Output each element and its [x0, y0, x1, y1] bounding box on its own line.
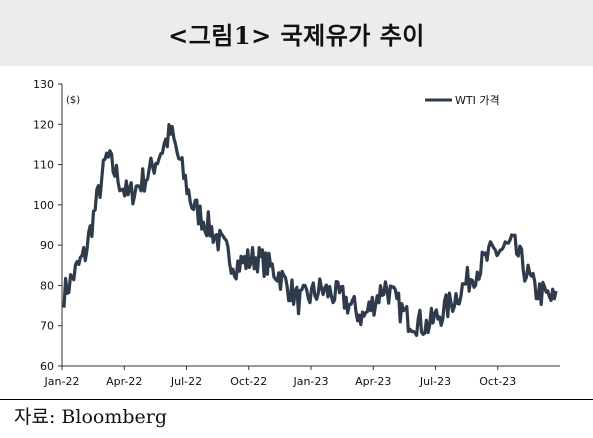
y-axis-ticks: 60 70 80 90 100 110 120 130: [33, 78, 62, 373]
y-tick-label: 70: [40, 320, 54, 333]
x-tick-label: Oct-23: [479, 375, 516, 388]
title-bar: <그림1> 국제유가 추이: [0, 0, 593, 66]
y-tick-label: 110: [33, 159, 54, 172]
x-tick-label: Apr-23: [355, 375, 391, 388]
legend-label: WTI 가격: [455, 94, 500, 107]
x-tick-label: Jul-22: [170, 375, 202, 388]
x-tick-label: Jan-22: [44, 375, 80, 388]
y-tick-label: 130: [33, 78, 54, 91]
chart-axes: [61, 84, 560, 367]
x-tick-label: Jan-23: [293, 375, 329, 388]
x-tick-label: Oct-22: [230, 375, 267, 388]
chart-legend: WTI 가격: [425, 94, 500, 107]
x-tick-label: Apr-22: [106, 375, 142, 388]
y-tick-label: 80: [40, 279, 54, 292]
y-tick-label: 90: [40, 239, 54, 252]
x-axis-ticks: Jan-22 Apr-22 Jul-22 Oct-22 Jan-23 Apr-23 Jul-…: [44, 366, 516, 388]
oil-price-chart: 60 70 80 90 100 110 120 130 Jan-22 Apr-22 Jul-22 O…: [33, 78, 560, 388]
y-tick-label: 100: [33, 199, 54, 212]
y-tick-label: 120: [33, 118, 54, 131]
y-unit-label: ($): [66, 95, 80, 106]
x-tick-label: Jul-23: [419, 375, 451, 388]
chart-title: <그림1> 국제유가 추이: [168, 20, 425, 50]
chart-area: 60 70 80 90 100 110 120 130 Jan-22 Apr-22 Jul-22 O…: [0, 66, 593, 400]
series-line-wti: [62, 123, 558, 337]
source-note: 자료: Bloomberg: [14, 406, 167, 428]
y-tick-label: 60: [40, 360, 54, 373]
